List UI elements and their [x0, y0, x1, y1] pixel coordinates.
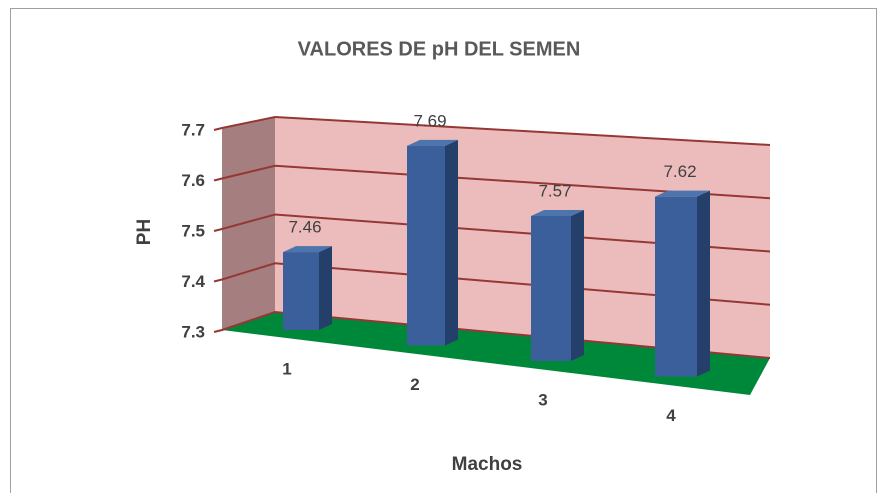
- grid-line: [213, 164, 771, 200]
- y-tick-label: 7.4: [181, 272, 205, 291]
- bar: [655, 196, 697, 377]
- bar-top: [283, 246, 332, 253]
- y-tick-label: 7.3: [181, 322, 205, 341]
- grid-line: [213, 262, 771, 306]
- bar-top: [407, 139, 458, 146]
- bar-top: [531, 210, 584, 217]
- floor: [222, 312, 770, 395]
- bar: [283, 252, 319, 330]
- y-tick-label: 7.5: [181, 221, 205, 240]
- chart-title: VALORES DE pH DEL SEMEN: [298, 38, 581, 60]
- y-tick-label: 7.6: [181, 171, 205, 190]
- bar-side: [571, 210, 584, 361]
- grid-line: [213, 115, 771, 146]
- y-axis-label: PH: [134, 219, 155, 245]
- x-tick-label: 2: [410, 375, 419, 394]
- x-tick-label: 3: [538, 390, 547, 409]
- bar-side: [697, 190, 710, 377]
- grid-line: [213, 310, 771, 359]
- grid-line: [213, 213, 771, 253]
- bar-side: [445, 139, 458, 346]
- bar: [531, 216, 571, 361]
- y-tick-label: 7.7: [181, 120, 205, 139]
- bar-side: [319, 246, 332, 330]
- x-tick-label: 4: [666, 406, 676, 425]
- data-label: 7.57: [538, 181, 571, 200]
- x-axis-label: Machos: [452, 454, 523, 475]
- side-wall: [222, 117, 275, 330]
- bar: [407, 145, 445, 346]
- data-label: 7.62: [663, 162, 696, 181]
- back-wall: [275, 117, 770, 358]
- data-label: 7.46: [288, 218, 321, 237]
- bar-top: [655, 190, 710, 197]
- x-tick-label: 1: [282, 359, 291, 378]
- data-label: 7.69: [413, 111, 446, 130]
